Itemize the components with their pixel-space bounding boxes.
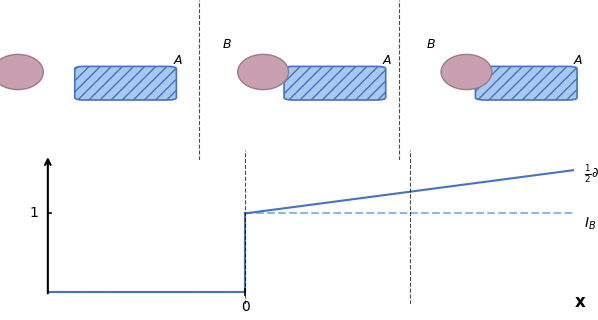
Text: B: B (223, 38, 232, 51)
FancyBboxPatch shape (475, 67, 577, 100)
FancyBboxPatch shape (284, 67, 386, 100)
Text: A: A (574, 54, 582, 67)
FancyBboxPatch shape (75, 67, 176, 100)
Ellipse shape (441, 54, 492, 90)
Text: B: B (426, 38, 435, 51)
Text: 0: 0 (241, 300, 249, 314)
Text: $\mathbf{x}$: $\mathbf{x}$ (575, 292, 587, 311)
Ellipse shape (0, 54, 44, 90)
Ellipse shape (238, 54, 289, 90)
Text: $\frac{1}{2}\partial I_A * \widetilde{\partial I_B}$: $\frac{1}{2}\partial I_A * \widetilde{\p… (584, 163, 598, 185)
Text: 1: 1 (29, 206, 38, 220)
Text: A: A (173, 54, 182, 67)
Text: $I_{B\oplus A}$: $I_{B\oplus A}$ (584, 215, 598, 231)
Text: A: A (383, 54, 391, 67)
